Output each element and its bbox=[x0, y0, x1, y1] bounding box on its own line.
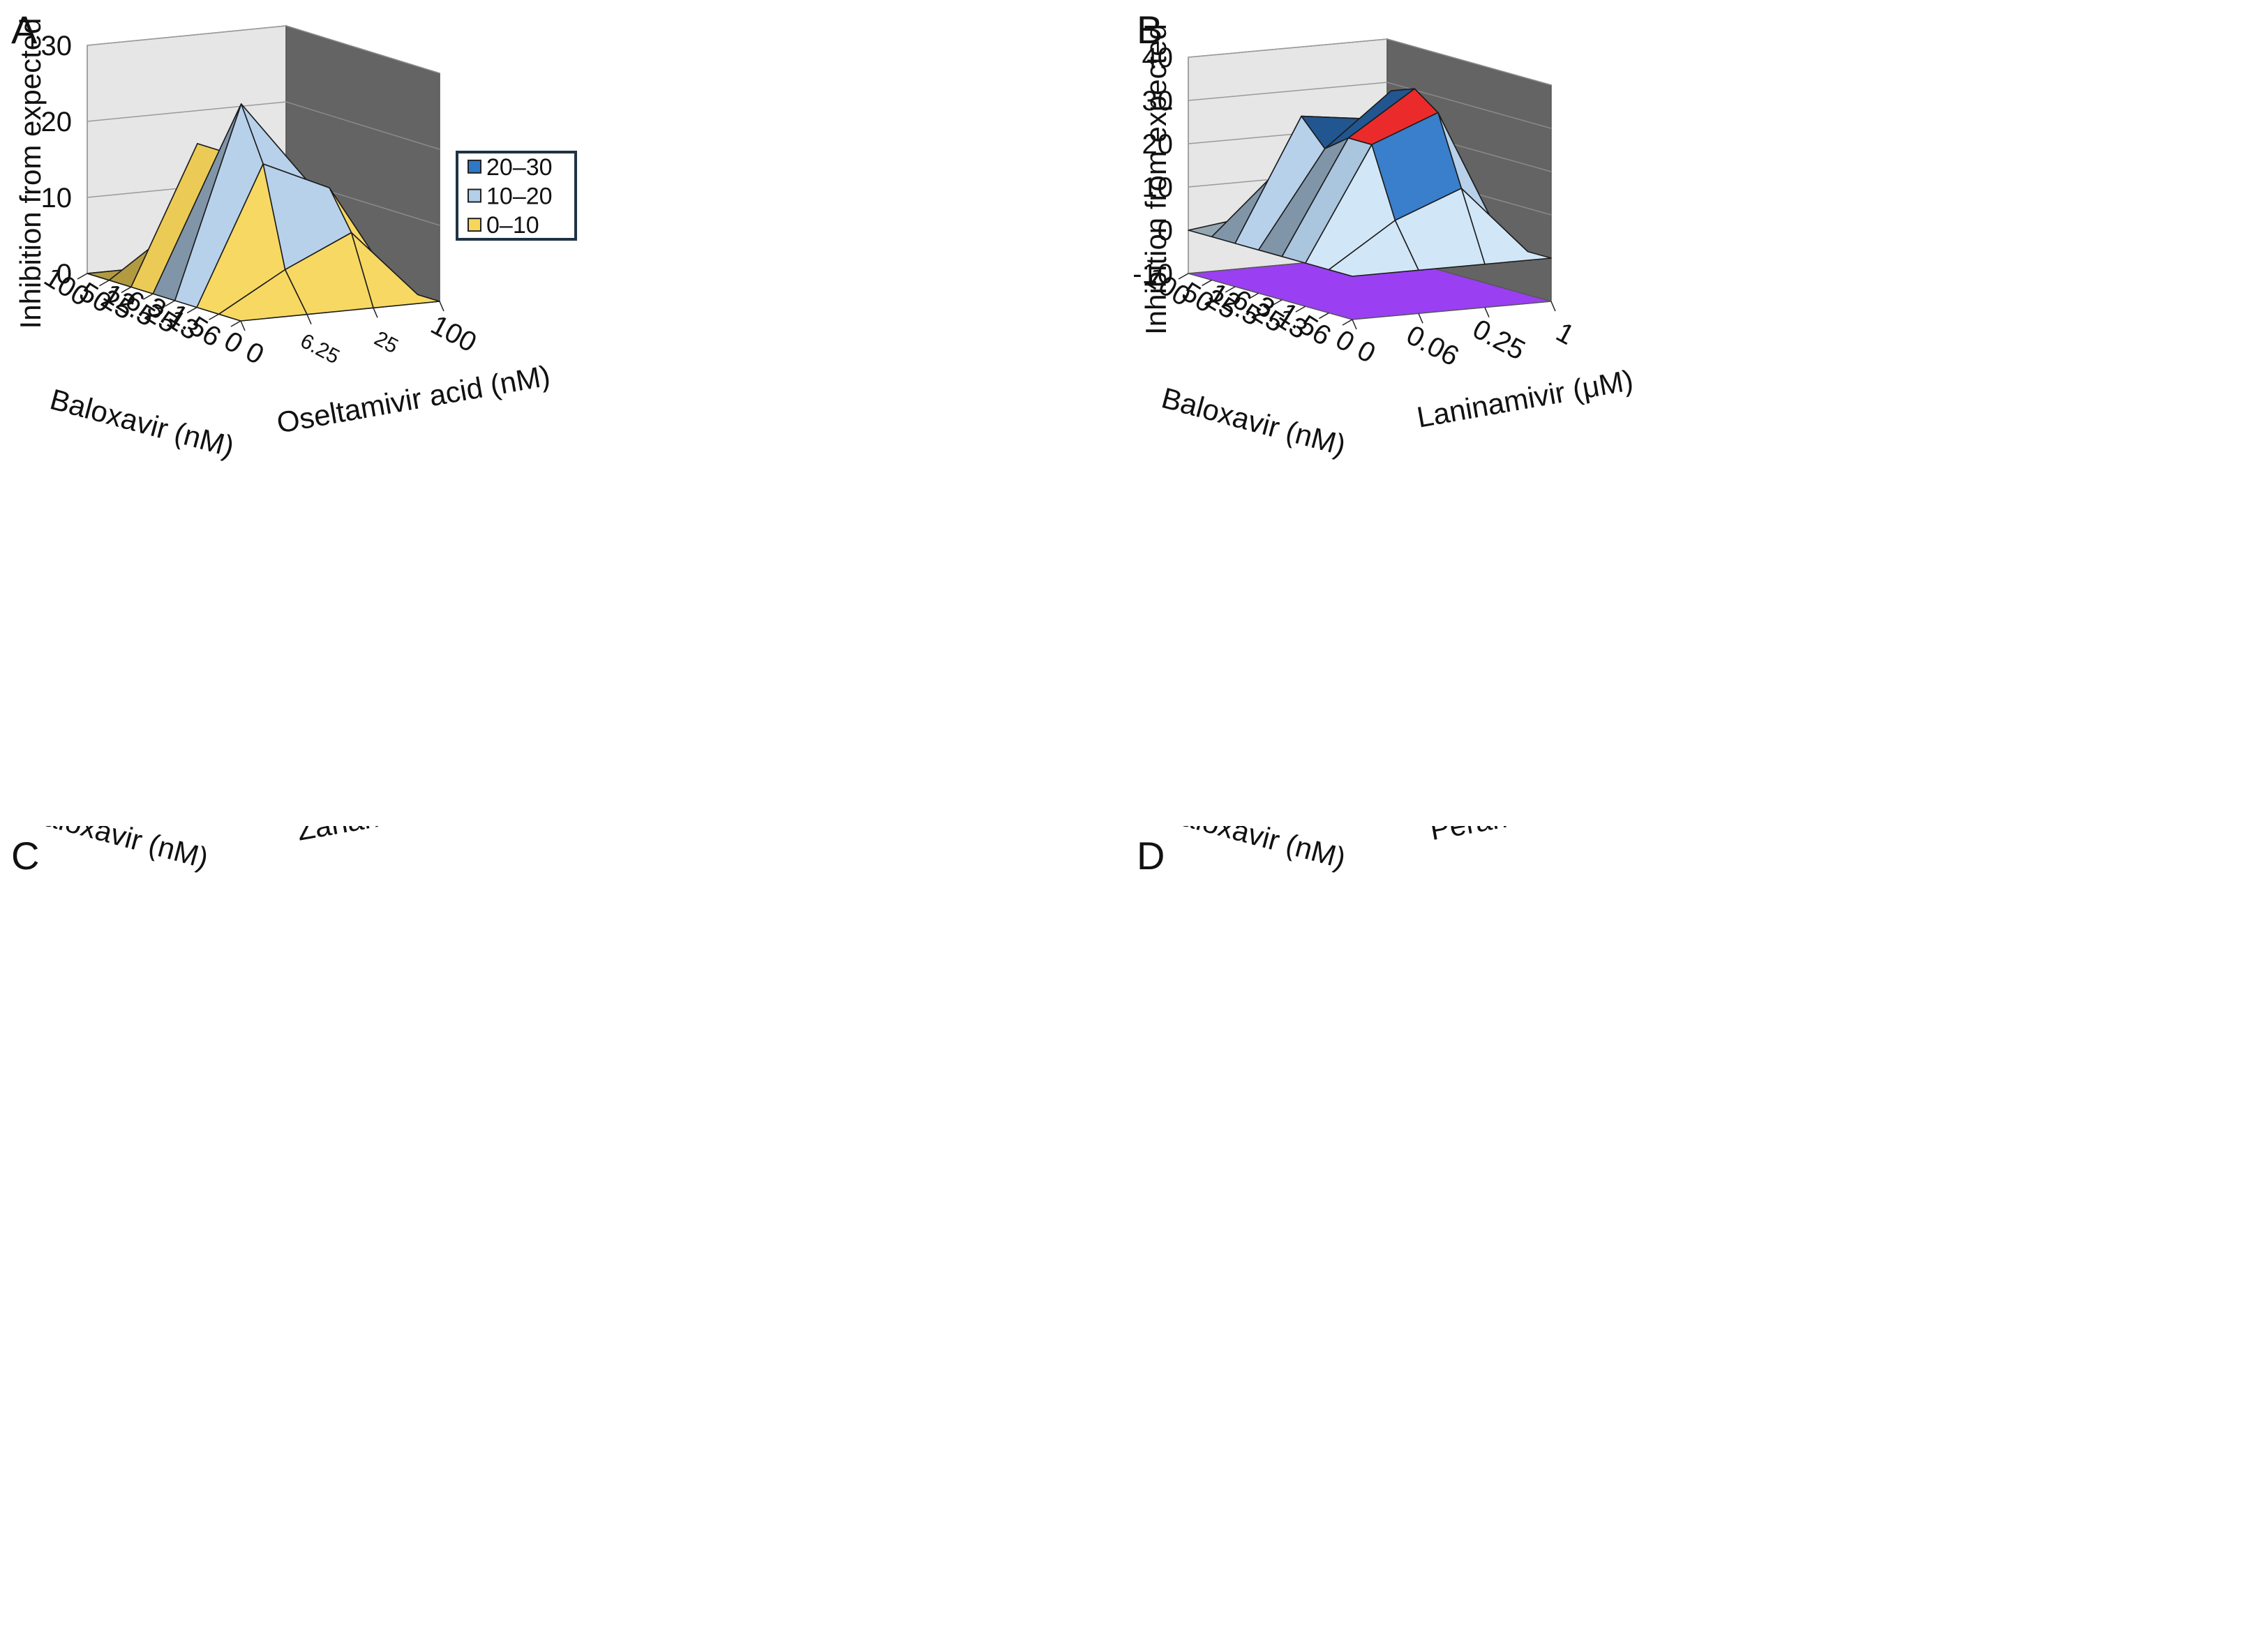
legend-swatch bbox=[468, 159, 481, 174]
legend-label: 10–20 bbox=[486, 183, 553, 210]
x-tick bbox=[1319, 312, 1329, 320]
z-tick-label: 0 bbox=[1158, 216, 1173, 246]
x-tick bbox=[1178, 273, 1189, 280]
x-axis-title: Baloxavir (nM) bbox=[1158, 826, 1349, 875]
x-axis-title: Baloxavir (nM) bbox=[1158, 381, 1349, 461]
z-tick-label: 0 bbox=[57, 259, 72, 290]
y-tick-label: 0.25 bbox=[1467, 313, 1530, 366]
panel-letter: B bbox=[1137, 8, 1162, 52]
panel-a: 0 10 20 30 100 50 25 12.5 6.25 3.13 1.56 0 0 6.25 25 10… bbox=[0, 0, 1126, 826]
y-tick bbox=[1418, 313, 1423, 324]
y-tick-label: 6.25 bbox=[297, 329, 343, 369]
x-axis-title: Baloxavir (nM) bbox=[47, 382, 238, 463]
x-tick bbox=[77, 273, 88, 280]
z-tick-label: 20 bbox=[1142, 129, 1174, 160]
y-tick bbox=[1484, 307, 1490, 317]
x-tick bbox=[1225, 286, 1236, 293]
z-tick-label: 30 bbox=[41, 31, 73, 61]
x-tick bbox=[121, 286, 132, 294]
gridline bbox=[1386, 38, 1552, 86]
x-tick-label: 0 bbox=[1330, 324, 1359, 359]
y-tick bbox=[373, 308, 378, 318]
gridline bbox=[87, 101, 287, 122]
x-tick bbox=[1248, 292, 1259, 299]
y-axis-title: Peramivir (nM) bbox=[1428, 826, 1622, 846]
y-axis-title: Laninamivir (μM) bbox=[1414, 363, 1636, 434]
x-tick bbox=[99, 280, 110, 287]
surface-facet bbox=[1328, 220, 1419, 277]
x-tick bbox=[230, 320, 241, 327]
y-axis-title: Zanamivir (μM) bbox=[294, 826, 495, 847]
legend-label: 20–30 bbox=[486, 154, 553, 181]
panel-letter: C bbox=[11, 834, 39, 878]
z-tick-label: -10 bbox=[1132, 259, 1173, 290]
y-axis-title: Oseltamivir acid (nM) bbox=[274, 359, 553, 439]
z-axis-title: Inhibition from expected bbox=[14, 18, 47, 329]
z-tick-label: 20 bbox=[41, 107, 73, 137]
legend-swatch bbox=[468, 218, 481, 232]
y-tick bbox=[306, 314, 312, 324]
y-tick-label: 0 bbox=[1352, 335, 1380, 369]
y-tick bbox=[240, 320, 246, 331]
x-tick bbox=[209, 313, 219, 320]
chart-c-svg: 010203040100502512.56.253.131.56000.632.… bbox=[11, 826, 495, 878]
gridline bbox=[1188, 38, 1388, 58]
x-tick bbox=[165, 300, 176, 307]
panel-b: -10 0 10 20 30 40 100 50 25 12.5 6.25 3.13 1.56 0 0 0.0… bbox=[1126, 0, 2251, 826]
y-tick-label: 25 bbox=[371, 327, 402, 359]
y-tick-label: 100 bbox=[426, 309, 481, 358]
x-tick bbox=[1342, 319, 1353, 326]
panel-letter: D bbox=[1137, 834, 1165, 878]
z-tick-label: 10 bbox=[1142, 172, 1174, 203]
y-tick bbox=[1550, 301, 1556, 312]
y-tick bbox=[439, 301, 444, 312]
panel-d: 01020100502512.56.253.131.56006.2525100B… bbox=[1126, 826, 2251, 1652]
x-tick bbox=[1295, 306, 1306, 313]
panel-c: 010203040100502512.56.253.131.56000.632.… bbox=[0, 826, 1126, 1652]
panel-letter: A bbox=[11, 8, 38, 52]
y-tick-label: 0.06 bbox=[1401, 320, 1463, 372]
x-axis-title: Baloxavir (nM) bbox=[21, 826, 212, 875]
x-tick bbox=[1271, 299, 1282, 306]
chart-d-svg: 01020100502512.56.253.131.56006.2525100B… bbox=[1137, 826, 1622, 878]
x-tick bbox=[186, 306, 197, 314]
x-tick bbox=[1202, 279, 1212, 287]
legend-swatch bbox=[468, 188, 481, 203]
z-tick-label: 40 bbox=[1142, 43, 1174, 73]
y-tick-label: 1 bbox=[1551, 317, 1579, 351]
gridline bbox=[285, 25, 440, 74]
x-tick bbox=[142, 293, 154, 300]
gridline bbox=[87, 25, 287, 46]
y-tick bbox=[1352, 319, 1357, 330]
z-tick-label: 30 bbox=[1142, 86, 1174, 117]
gridline bbox=[285, 101, 440, 150]
y-tick-label: 0 bbox=[241, 336, 269, 370]
gridline bbox=[1188, 82, 1388, 101]
legend-label: 0–10 bbox=[486, 212, 539, 239]
z-axis-title: Inhibition from expected bbox=[1139, 24, 1172, 335]
z-tick-label: 10 bbox=[41, 183, 73, 213]
